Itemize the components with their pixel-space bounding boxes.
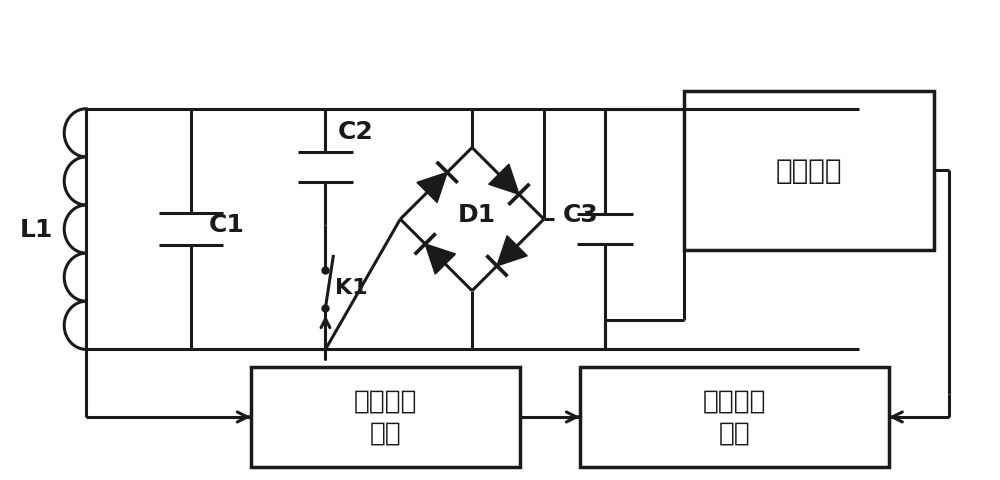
Text: 供电电路: 供电电路 [776,157,842,185]
Polygon shape [425,244,455,275]
Text: D1: D1 [458,203,496,227]
Text: K1: K1 [335,277,368,297]
Polygon shape [489,165,519,195]
Bar [251,368,520,467]
Text: C2: C2 [337,120,373,144]
Text: C3: C3 [563,203,599,227]
Bar [684,92,934,251]
Polygon shape [497,236,527,266]
Bar [580,368,889,467]
Text: 信息解码
电路: 信息解码 电路 [354,388,417,446]
Polygon shape [417,173,447,203]
Text: C1: C1 [209,213,245,237]
Text: L1: L1 [20,217,53,241]
Text: 数据处理
单元: 数据处理 单元 [703,388,766,446]
